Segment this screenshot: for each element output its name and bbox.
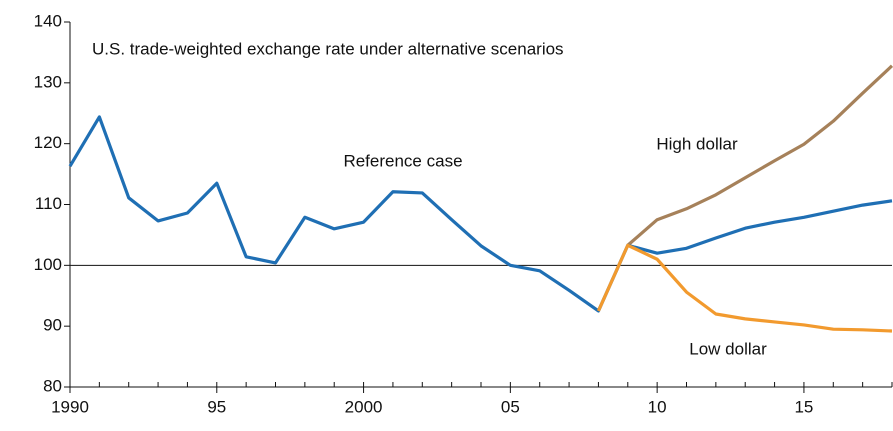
y-tick-label: 110 <box>35 194 62 213</box>
series-label: Low dollar <box>689 339 767 358</box>
x-tick-label: 2000 <box>345 397 383 416</box>
y-tick-label: 80 <box>43 376 62 395</box>
series-label: Reference case <box>343 151 462 170</box>
x-tick-label: 1990 <box>51 397 89 416</box>
y-tick-label: 120 <box>34 133 62 152</box>
chart-title: U.S. trade-weighted exchange rate under … <box>92 39 564 58</box>
series-line <box>596 243 893 333</box>
y-tick-label: 130 <box>34 72 62 91</box>
y-tick-label: 100 <box>34 255 62 274</box>
series-line <box>626 64 893 247</box>
series-label: High dollar <box>656 134 738 153</box>
x-tick-label: 05 <box>501 397 520 416</box>
series-line <box>68 115 893 313</box>
x-tick-label: 10 <box>648 397 667 416</box>
x-tick-label: 95 <box>207 397 226 416</box>
x-tick-label: 15 <box>794 397 813 416</box>
y-tick-label: 140 <box>34 11 62 30</box>
y-tick-label: 90 <box>43 316 62 335</box>
